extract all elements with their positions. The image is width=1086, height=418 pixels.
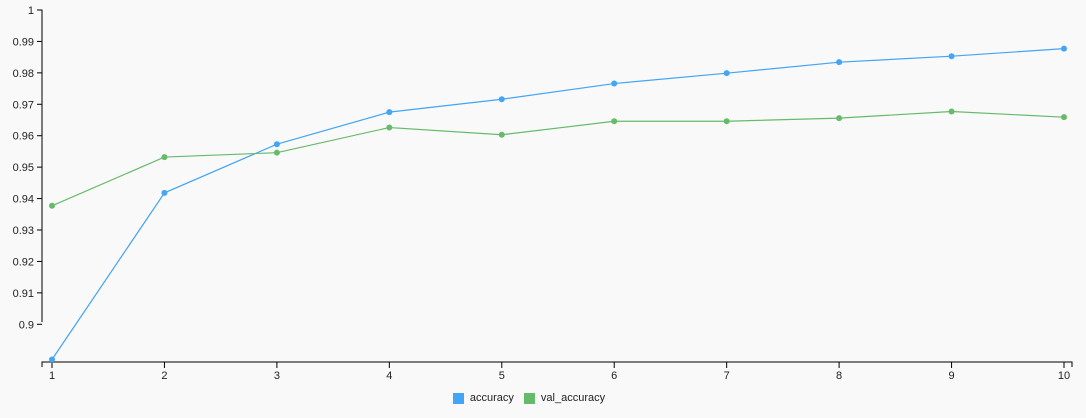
legend-swatch	[523, 392, 535, 404]
data-point-val_accuracy	[836, 115, 843, 122]
x-tick-label: 8	[836, 370, 842, 382]
data-point-val_accuracy	[386, 124, 393, 131]
y-tick-label: 0.91	[13, 288, 34, 300]
legend-item-accuracy: accuracy	[452, 392, 514, 404]
y-tick-label: 0.98	[13, 68, 34, 80]
x-tick-label: 3	[274, 370, 280, 382]
data-point-val_accuracy	[161, 154, 168, 161]
series-line-accuracy	[51, 48, 1065, 360]
series-line-val_accuracy	[51, 110, 1065, 207]
data-point-accuracy	[498, 96, 505, 103]
x-tick-label: 4	[386, 370, 392, 382]
y-axis-line	[37, 9, 43, 322]
y-tick-label: 0.99	[13, 36, 34, 48]
x-axis-line	[41, 361, 1073, 367]
legend-item-val_accuracy: val_accuracy	[523, 392, 606, 404]
x-tick-label: 6	[611, 370, 617, 382]
data-point-accuracy	[386, 109, 393, 116]
data-point-accuracy	[723, 70, 730, 77]
y-tick-label: 0.95	[13, 162, 34, 174]
y-tick-label: 0.92	[13, 256, 34, 268]
x-tick-label: 1	[49, 370, 55, 382]
x-tick-label: 5	[499, 370, 505, 382]
legend-swatch	[452, 392, 464, 404]
y-tick-label: 1	[28, 5, 34, 17]
legend-label: accuracy	[469, 392, 514, 404]
data-point-val_accuracy	[1061, 114, 1067, 121]
data-point-accuracy	[49, 356, 55, 363]
data-point-accuracy	[1061, 45, 1067, 52]
x-tick-label: 10	[1058, 370, 1070, 382]
data-point-val_accuracy	[948, 108, 955, 115]
data-point-val_accuracy	[49, 202, 55, 209]
x-tick-label: 7	[724, 370, 730, 382]
x-tick-label: 2	[161, 370, 167, 382]
y-tick-label: 0.93	[13, 225, 34, 237]
data-point-val_accuracy	[273, 149, 280, 156]
data-point-accuracy	[273, 141, 280, 148]
data-point-val_accuracy	[611, 118, 618, 125]
data-point-accuracy	[948, 53, 955, 60]
data-point-accuracy	[836, 59, 843, 66]
y-tick-label: 0.96	[13, 131, 34, 143]
y-tick-label: 0.97	[13, 99, 34, 111]
data-point-accuracy	[161, 189, 168, 196]
x-tick-label: 9	[948, 370, 954, 382]
legend: accuracy val_accuracy	[0, 392, 1058, 404]
data-point-accuracy	[611, 80, 618, 87]
y-tick-label: 0.9	[19, 319, 34, 331]
legend-label: val_accuracy	[540, 392, 606, 404]
y-tick-label: 0.94	[13, 194, 34, 206]
data-point-val_accuracy	[498, 131, 505, 138]
data-point-val_accuracy	[723, 118, 730, 125]
